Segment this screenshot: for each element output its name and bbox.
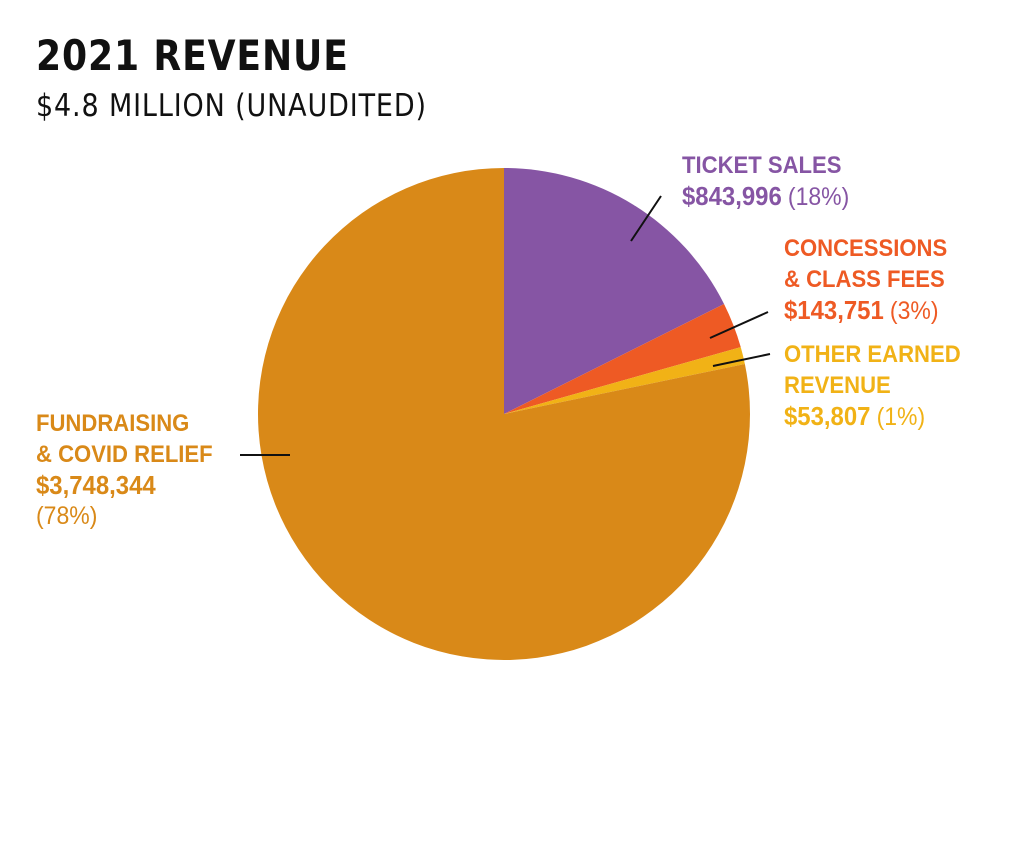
slice-percent: (3%) (889, 297, 939, 325)
slice-amount: $843,996 (682, 181, 782, 211)
pie-slice-other-earned (504, 347, 745, 414)
slice-label-concessions: CONCESSIONS & CLASS FEES $143,751 (3%) (784, 233, 947, 327)
pie-slice-ticket-sales (504, 168, 725, 414)
leader-line-ticket-sales (630, 195, 662, 242)
leader-lines (240, 195, 771, 456)
slice-category: & COVID RELIEF (36, 441, 213, 468)
leader-line-other-earned (712, 353, 771, 367)
slice-category: & CLASS FEES (784, 266, 945, 293)
slice-category: TICKET SALES (682, 152, 842, 179)
pie-slice-fundraising (257, 168, 750, 660)
slice-category: FUNDRAISING (36, 410, 190, 437)
slice-label-fundraising: FUNDRAISING & COVID RELIEF $3,748,344 (7… (36, 408, 213, 532)
leader-line-concessions (709, 311, 769, 339)
slice-category: OTHER EARNED (784, 341, 961, 368)
slice-percent: (1%) (876, 403, 926, 431)
slice-amount: $3,748,344 (36, 470, 156, 500)
chart-title: 2021 REVENUE (36, 31, 349, 80)
slice-label-ticket-sales: TICKET SALES $843,996 (18%) (682, 150, 849, 213)
pie-slices (257, 168, 750, 660)
chart-subtitle: $4.8 MILLION (UNAUDITED) (36, 88, 427, 124)
slice-percent: (18%) (787, 183, 850, 211)
slice-amount: $143,751 (784, 295, 884, 325)
slice-category: REVENUE (784, 372, 891, 399)
slice-label-other-earned: OTHER EARNED REVENUE $53,807 (1%) (784, 339, 961, 433)
pie-slice-concessions (504, 303, 741, 414)
slice-amount: $53,807 (784, 401, 871, 431)
slice-category: CONCESSIONS (784, 235, 948, 262)
slice-percent: (78%) (36, 502, 98, 530)
